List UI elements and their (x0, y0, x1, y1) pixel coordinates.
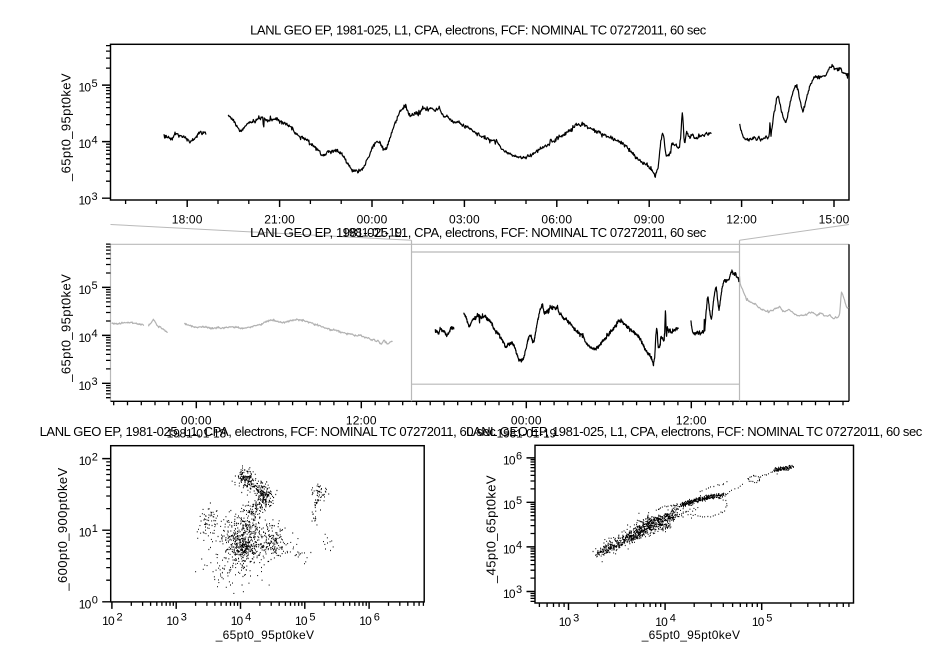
svg-text:4: 4 (245, 611, 251, 623)
svg-text:3: 3 (573, 612, 579, 624)
svg-text:_65pt0_95pt0keV: _65pt0_95pt0keV (59, 73, 74, 182)
svg-text:00:00: 00:00 (357, 212, 388, 226)
svg-text:10: 10 (79, 194, 92, 208)
svg-text:12:00: 12:00 (346, 414, 377, 428)
svg-text:1: 1 (92, 523, 98, 535)
svg-text:_45pt0_65pt0keV: _45pt0_65pt0keV (484, 475, 499, 584)
svg-text:6: 6 (516, 451, 522, 463)
svg-text:03:00: 03:00 (449, 212, 480, 226)
svg-text:LANL GEO EP, 1981-025, L1, CPA: LANL GEO EP, 1981-025, L1, CPA, electron… (250, 23, 707, 38)
svg-text:10: 10 (359, 614, 372, 628)
svg-text:2: 2 (92, 451, 98, 463)
svg-text:00:00: 00:00 (511, 414, 542, 428)
svg-text:LANL GEO EP, 1981-025, L1, CPA: LANL GEO EP, 1981-025, L1, CPA, electron… (466, 424, 923, 439)
svg-text:4: 4 (516, 540, 522, 552)
svg-text:1981-01-19: 1981-01-19 (497, 427, 557, 441)
svg-text:4: 4 (92, 328, 98, 340)
svg-text:10: 10 (79, 379, 92, 393)
svg-text:10: 10 (102, 614, 115, 628)
svg-text:10: 10 (166, 614, 179, 628)
svg-text:10: 10 (503, 587, 516, 601)
svg-text:10: 10 (79, 137, 92, 151)
svg-text:10: 10 (559, 615, 572, 629)
svg-text:LANL GEO EP, 1981-025, L1, CPA: LANL GEO EP, 1981-025, L1, CPA, electron… (250, 225, 707, 240)
svg-text:5: 5 (309, 611, 315, 623)
svg-text:12:00: 12:00 (726, 212, 757, 226)
svg-text:_65pt0_95pt0keV: _65pt0_95pt0keV (641, 628, 741, 642)
svg-text:3: 3 (92, 376, 98, 388)
svg-text:_65pt0_95pt0keV: _65pt0_95pt0keV (215, 628, 315, 642)
svg-text:10: 10 (503, 453, 516, 467)
svg-text:4: 4 (670, 612, 676, 624)
svg-text:LANL GEO EP, 1981-025, L1, CPA: LANL GEO EP, 1981-025, L1, CPA, electron… (40, 424, 497, 439)
svg-text:10: 10 (79, 526, 92, 540)
svg-text:10: 10 (231, 614, 244, 628)
svg-text:3: 3 (181, 611, 187, 623)
svg-text:15:00: 15:00 (819, 212, 850, 226)
svg-text:1981-01-18: 1981-01-18 (167, 427, 227, 441)
svg-text:4: 4 (92, 134, 98, 146)
svg-text:10: 10 (295, 614, 308, 628)
svg-text:10: 10 (79, 454, 92, 468)
svg-text:2: 2 (117, 611, 123, 623)
svg-text:10: 10 (79, 597, 92, 611)
svg-text:10: 10 (655, 615, 668, 629)
svg-text:10: 10 (503, 498, 516, 512)
svg-text:5: 5 (516, 495, 522, 507)
svg-text:5: 5 (92, 280, 98, 292)
svg-text:10: 10 (79, 331, 92, 345)
svg-text:5: 5 (92, 78, 98, 90)
svg-text:_65pt0_95pt0keV: _65pt0_95pt0keV (59, 274, 74, 383)
svg-text:1981-01-19: 1981-01-19 (342, 226, 402, 240)
svg-text:_600pt0_900pt0keV: _600pt0_900pt0keV (55, 467, 70, 591)
svg-text:09:00: 09:00 (634, 212, 665, 226)
svg-text:06:00: 06:00 (541, 212, 572, 226)
svg-text:18:00: 18:00 (172, 212, 203, 226)
svg-text:6: 6 (374, 611, 380, 623)
svg-text:21:00: 21:00 (264, 212, 295, 226)
svg-text:3: 3 (92, 191, 98, 203)
svg-text:10: 10 (503, 542, 516, 556)
svg-text:10: 10 (752, 615, 765, 629)
svg-text:12:00: 12:00 (676, 414, 707, 428)
svg-text:10: 10 (79, 81, 92, 95)
svg-text:10: 10 (79, 283, 92, 297)
svg-text:5: 5 (766, 612, 772, 624)
svg-text:3: 3 (516, 584, 522, 596)
svg-text:00:00: 00:00 (181, 414, 212, 428)
svg-text:0: 0 (92, 595, 98, 607)
